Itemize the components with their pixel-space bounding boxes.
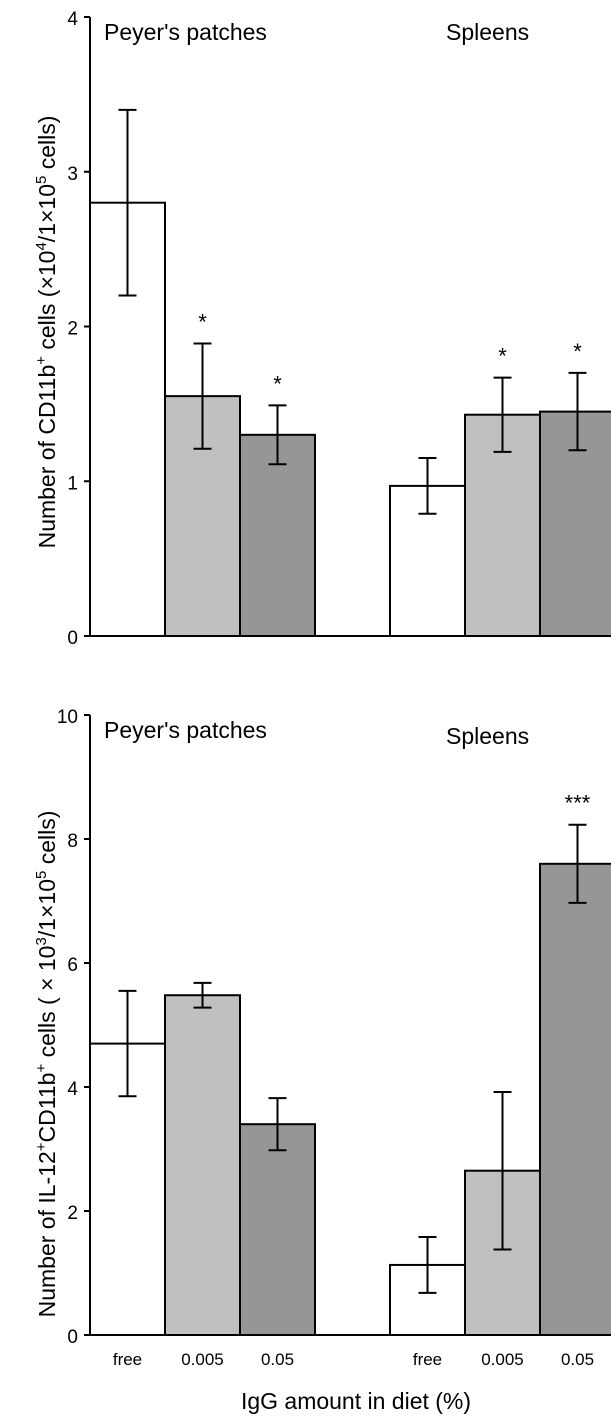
group-label-spleens-top: Spleens <box>446 19 529 45</box>
bar-peyers-0.05 <box>239 1123 316 1336</box>
x-tick-label: 0.005 <box>481 1350 524 1369</box>
group-label-spleens-bottom: Spleens <box>446 723 529 749</box>
y-tick-label: 3 <box>67 164 78 185</box>
x-tick-label: free <box>113 1350 142 1369</box>
x-tick-label: 0.005 <box>181 1350 224 1369</box>
x-tick-label: free <box>413 1350 442 1369</box>
significance-marker: * <box>273 371 282 396</box>
x-axis-label: IgG amount in diet (%) <box>241 1388 471 1414</box>
group-label-peyers-patches-bottom: Peyer's patches <box>104 717 267 743</box>
y-axis-label-top: Number of CD11b+ cells (×104/1×105 cells… <box>33 116 60 549</box>
bar-peyers-0.05 <box>239 433 316 638</box>
bar-spleens-0.05 <box>539 862 611 1336</box>
bar-peyers-0.005 <box>164 994 241 1336</box>
x-tick-label: 0.05 <box>561 1350 594 1369</box>
significance-marker: * <box>573 339 582 364</box>
bar-spleens-0.05 <box>539 410 611 637</box>
significance-marker: * <box>198 310 207 335</box>
y-tick-label: 2 <box>67 1203 78 1224</box>
group-label-peyers-patches-top: Peyer's patches <box>104 19 267 45</box>
y-tick-label: 2 <box>67 319 78 340</box>
y-tick-label: 6 <box>67 955 78 976</box>
y-tick-label: 4 <box>67 9 78 30</box>
y-tick-label: 8 <box>67 831 78 852</box>
y-tick-label: 1 <box>67 473 78 494</box>
significance-marker: * <box>498 344 507 369</box>
chart-panel-top: Number of CD11b+ cells (×104/1×105 cells… <box>33 9 611 649</box>
y-tick-label: 0 <box>67 628 78 649</box>
y-tick-label: 10 <box>57 707 78 728</box>
y-axis-label-bottom: Number of IL-12+CD11b+ cells ( × 103/1×1… <box>33 811 60 1318</box>
significance-marker: *** <box>565 791 591 816</box>
chart-panel-bottom: Number of IL-12+CD11b+ cells ( × 103/1×1… <box>33 707 611 1369</box>
x-tick-label: 0.05 <box>261 1350 294 1369</box>
y-tick-label: 0 <box>67 1327 78 1348</box>
y-tick-label: 4 <box>67 1079 78 1100</box>
